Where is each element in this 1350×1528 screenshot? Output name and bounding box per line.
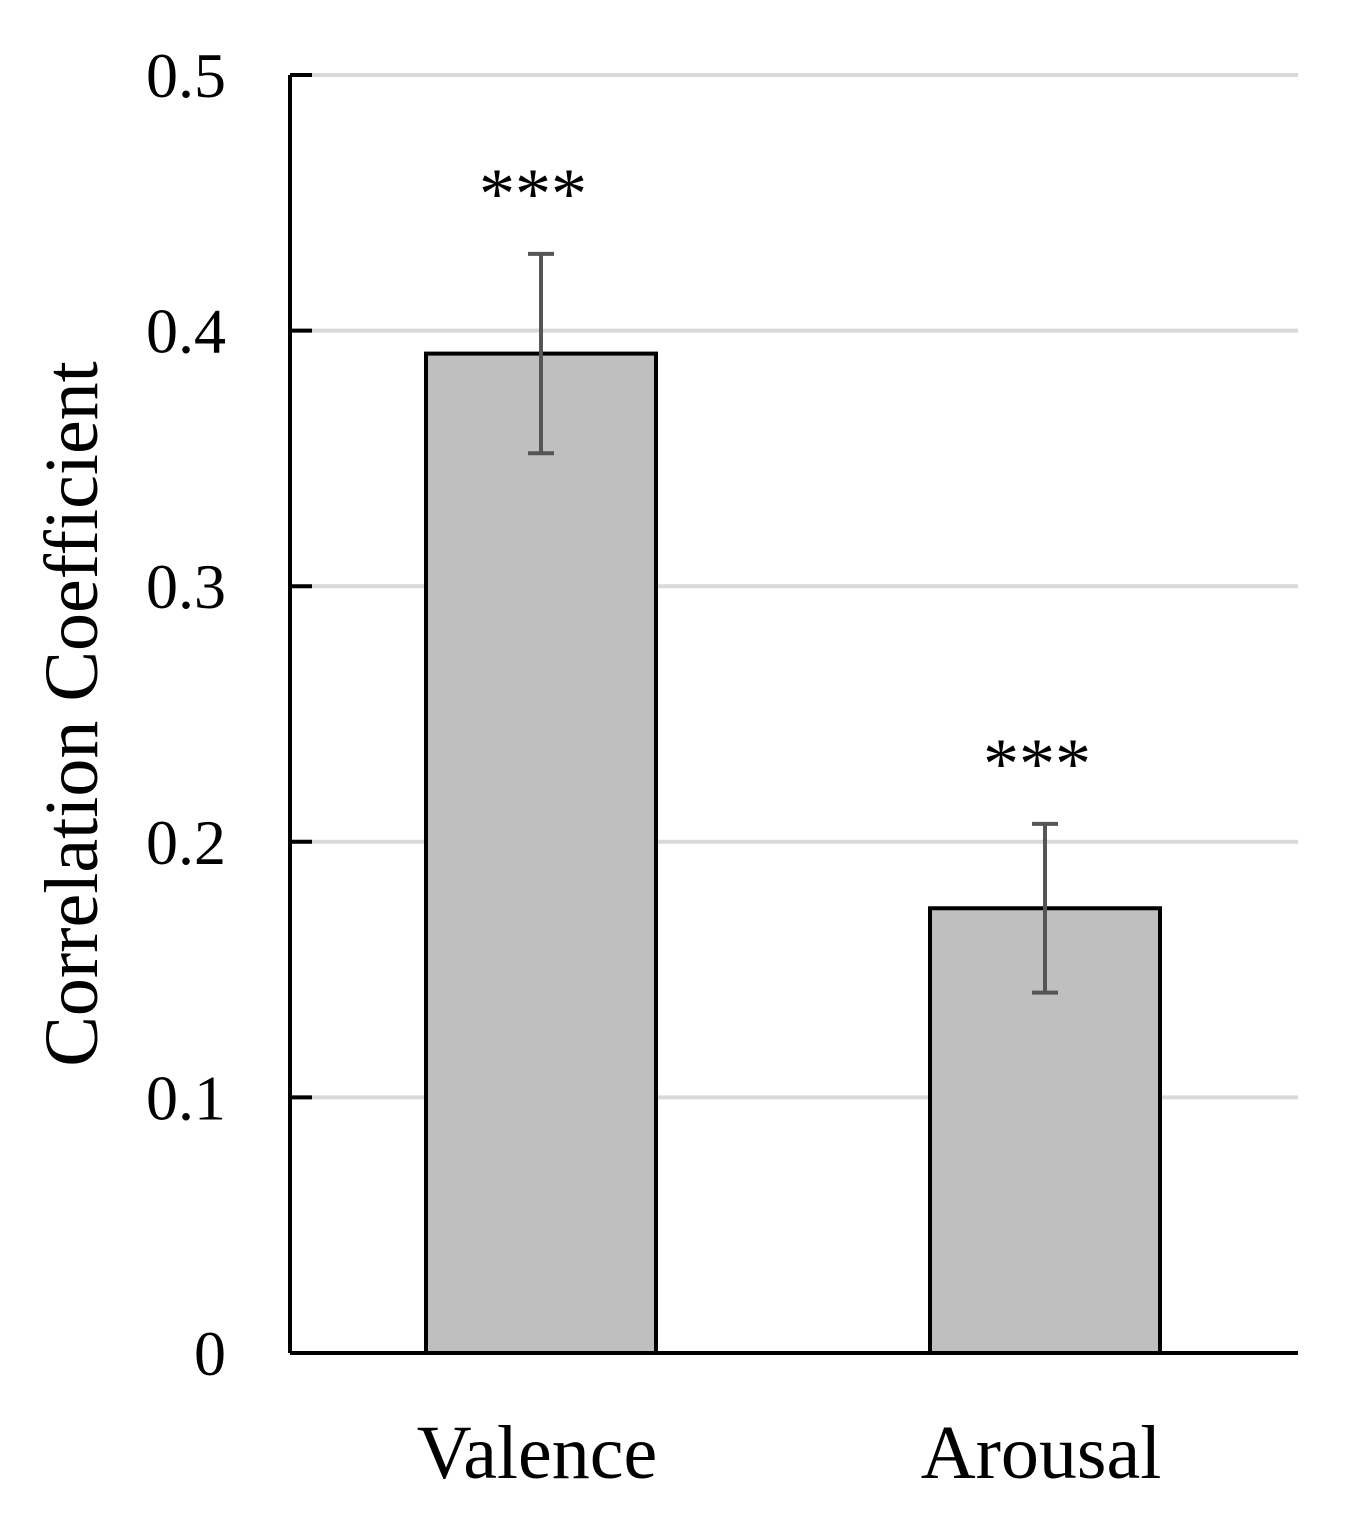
bar-valence xyxy=(424,351,658,1355)
y-tick-label: 0.4 xyxy=(146,296,226,367)
y-tick-label: 0.2 xyxy=(146,807,226,878)
y-tick-label: 0 xyxy=(194,1318,226,1389)
significance-label: *** xyxy=(983,724,1091,804)
labels: *** Valence *** Arousal xyxy=(417,154,1162,1495)
y-ticks: 0 0.1 0.2 0.3 0.4 0.5 xyxy=(146,40,312,1389)
axes xyxy=(288,75,1298,1355)
y-tick-label: 0.1 xyxy=(146,1062,226,1133)
x-category-label: Arousal xyxy=(921,1411,1162,1495)
y-axis-label: Correlation Coefficient xyxy=(30,361,114,1067)
error-bars xyxy=(528,251,1058,995)
x-category-label: Valence xyxy=(417,1411,658,1495)
y-tick-label: 0.5 xyxy=(146,40,226,111)
significance-label: *** xyxy=(479,154,587,234)
bars xyxy=(424,351,1162,1355)
y-tick-label: 0.3 xyxy=(146,551,226,622)
